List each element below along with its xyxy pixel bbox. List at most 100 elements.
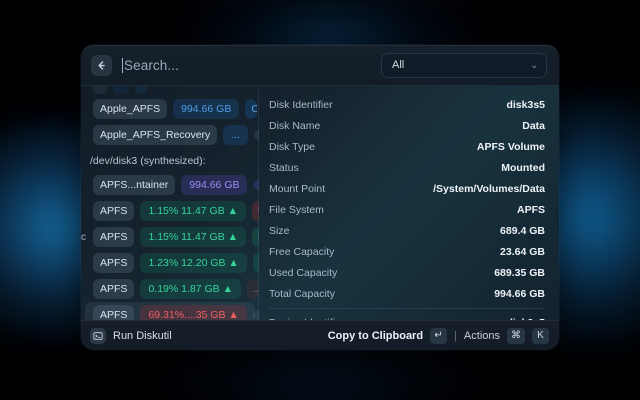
detail-row: Device Identifier disk3s5 bbox=[269, 312, 545, 321]
detail-row-label: Disk Identifier bbox=[269, 98, 333, 111]
disk-row-tag bbox=[135, 86, 147, 94]
disk-row-name: APFS bbox=[93, 252, 135, 274]
disk-row-value: 1.15% 11.47 GB ▲ bbox=[140, 200, 247, 222]
window-header: Search... All ⌄ bbox=[81, 45, 559, 86]
disk-row-value bbox=[113, 86, 129, 94]
enter-key[interactable]: ↵ bbox=[430, 327, 448, 344]
detail-panel: Disk Identifier disk3s5 Disk Name Data Disk … bbox=[259, 86, 559, 320]
disk-row-name: APFS bbox=[93, 278, 135, 300]
disk-row-value: 994.66 GB bbox=[181, 174, 248, 196]
disk-row-tag: Ur bbox=[252, 200, 259, 222]
disk-row-tag bbox=[254, 130, 259, 140]
disk-row[interactable] bbox=[85, 86, 255, 96]
detail-row-value: disk3s5 bbox=[506, 317, 545, 321]
detail-row: Mount Point/System/Volumes/Data bbox=[269, 178, 545, 199]
window-footer: Run Diskutil Copy to Clipboard ↵ | Actio… bbox=[81, 320, 559, 350]
search-input[interactable]: Search... bbox=[122, 45, 371, 85]
detail-row: Status Mounted bbox=[269, 157, 545, 178]
footer-label: Run Diskutil bbox=[113, 329, 172, 342]
detail-row-value: Data bbox=[522, 119, 545, 132]
footer-actions: Copy to Clipboard ↵ | Actions ⌘ K bbox=[327, 327, 549, 344]
detail-row-label: Total Capacity bbox=[269, 287, 335, 300]
detail-row: Disk Identifier disk3s5 bbox=[269, 94, 545, 115]
detail-row-value: 994.66 GB bbox=[494, 287, 545, 300]
detail-rows-primary: Disk Identifier disk3s5 Disk Name Data Disk … bbox=[269, 94, 545, 304]
disk-row[interactable]: APFS...ntainer 994.66 GB bbox=[85, 172, 259, 198]
filter-dropdown[interactable]: All ⌄ bbox=[381, 52, 547, 78]
disk-row-tag: ... bbox=[246, 278, 259, 300]
arrow-left-icon bbox=[96, 60, 107, 71]
disk-row-value: ... bbox=[223, 124, 249, 146]
detail-row: Disk Name Data bbox=[269, 115, 545, 136]
disk-row-name: Apple_APFS_Recovery bbox=[93, 124, 218, 146]
detail-row: Disk Type APFS Volume bbox=[269, 136, 545, 157]
actions-button[interactable]: Actions bbox=[463, 329, 500, 342]
detail-row-label: Disk Name bbox=[269, 119, 321, 132]
detail-divider bbox=[269, 308, 545, 309]
k-key[interactable]: K bbox=[532, 327, 549, 344]
disk-row-name: APFS...ntainer bbox=[93, 174, 176, 196]
detail-row-value: /System/Volumes/Data bbox=[433, 182, 545, 195]
detail-row-value: 689.4 GB bbox=[500, 224, 545, 237]
disk-list-group: APFS...ntainer 994.66 GB APFS 1.15% 11.47 G… bbox=[81, 172, 259, 320]
disk-row-tag: M bbox=[252, 252, 259, 274]
detail-row-value: APFS Volume bbox=[476, 140, 545, 153]
disk-row-name: APFS bbox=[93, 304, 135, 320]
disk-row[interactable]: Apple_APFS_Recovery... bbox=[85, 122, 259, 148]
copy-to-clipboard-button[interactable]: Copy to Clipboard bbox=[327, 329, 424, 342]
terminal-icon bbox=[90, 327, 106, 344]
disk-row-tag: Cd bbox=[245, 98, 258, 120]
detail-row: Used Capacity 689.35 GB bbox=[269, 262, 545, 283]
detail-row: Free Capacity 23.64 GB bbox=[269, 241, 545, 262]
disk-row-value: 1.23% 12.20 GB ▲ bbox=[140, 252, 247, 274]
disk-row-value: 994.66 GB bbox=[173, 98, 240, 120]
disk-row-tag: M bbox=[252, 226, 259, 248]
detail-row-value: APFS bbox=[516, 203, 545, 216]
detail-row-label: File System bbox=[269, 203, 324, 216]
detail-row-label: Device Identifier bbox=[269, 317, 344, 321]
search-placeholder: Search... bbox=[124, 57, 179, 73]
detail-row-value: disk3s5 bbox=[506, 98, 545, 111]
detail-row-label: Size bbox=[269, 224, 290, 237]
disk-row-prefix: c bbox=[81, 231, 86, 243]
disk-row-name: APFS bbox=[93, 200, 135, 222]
disk-row-value: 1.15% 11.47 GB ▲ bbox=[140, 226, 247, 248]
detail-row-label: Status bbox=[269, 161, 299, 174]
detail-row: Size 689.4 GB bbox=[269, 220, 545, 241]
detail-row-value: Mounted bbox=[501, 161, 545, 174]
detail-row-label: Mount Point bbox=[269, 182, 326, 195]
detail-row-value: 23.64 GB bbox=[500, 245, 545, 258]
chevron-down-icon: ⌄ bbox=[530, 59, 538, 70]
disk-row-selected[interactable]: APFS 69.31%....35 GB ▲ bbox=[85, 302, 259, 320]
text-caret bbox=[122, 57, 123, 73]
detail-row-label: Free Capacity bbox=[269, 245, 335, 258]
disk-row-tag bbox=[253, 180, 259, 190]
disk-row-name bbox=[93, 86, 107, 94]
disk-row-value: 69.31%....35 GB ▲ bbox=[140, 304, 247, 320]
command-key[interactable]: ⌘ bbox=[507, 327, 525, 344]
back-button[interactable] bbox=[91, 54, 112, 76]
detail-row: File System APFS bbox=[269, 199, 545, 220]
footer-separator: | bbox=[454, 329, 457, 342]
disk-row-name: Apple_APFS bbox=[93, 98, 168, 120]
detail-rows-secondary: Device Identifierdisk3s5Device Node/dev/… bbox=[269, 312, 545, 321]
detail-row-label: Disk Type bbox=[269, 140, 315, 153]
detail-row: Total Capacity 994.66 GB bbox=[269, 283, 545, 304]
filter-selected-value: All bbox=[392, 59, 405, 71]
detail-row-label: Used Capacity bbox=[269, 266, 338, 279]
detail-row-value: 689.35 GB bbox=[494, 266, 545, 279]
disk-row-tag bbox=[252, 310, 259, 320]
disk-row-name: APFS bbox=[93, 226, 135, 248]
disk-row-value: 0.19% 1.87 GB ▲ bbox=[140, 278, 241, 300]
disk-group-label: /dev/disk3 (synthesized): bbox=[90, 155, 206, 167]
